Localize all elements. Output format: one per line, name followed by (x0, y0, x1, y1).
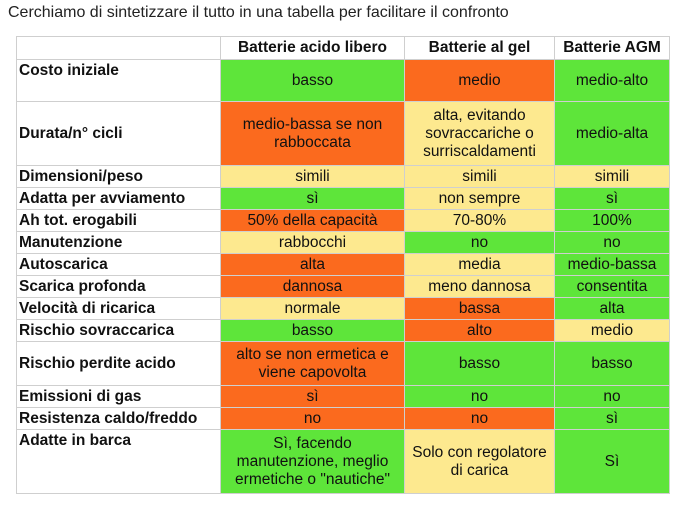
value-cell: alta (554, 297, 670, 320)
table-row: Resistenza caldo/freddo no no sì (16, 407, 670, 430)
value-cell: basso (404, 341, 555, 386)
table-row: Costo iniziale basso medio medio-alto (16, 59, 670, 102)
value-cell: no (404, 407, 555, 430)
value-cell: dannosa (220, 275, 405, 298)
value-cell: no (554, 385, 670, 408)
header-corner (16, 36, 221, 60)
table-row: Ah tot. erogabili 50% della capacità 70-80… (16, 209, 670, 232)
value-cell: medio-bassa (554, 253, 670, 276)
value-cell: 50% della capacità (220, 209, 405, 232)
table-row: Durata/n° cicli medio-bassa se non rabboc… (16, 101, 670, 166)
feature-label: Manutenzione (16, 231, 221, 254)
value-cell: medio-alto (554, 59, 670, 102)
value-cell: media (404, 253, 555, 276)
feature-label: Rischio sovraccarica (16, 319, 221, 342)
value-cell: no (404, 231, 555, 254)
value-cell: medio-bassa se non rabboccata (220, 101, 405, 166)
value-cell: no (554, 231, 670, 254)
feature-label: Scarica profonda (16, 275, 221, 298)
value-cell: medio (404, 59, 555, 102)
value-cell: basso (220, 319, 405, 342)
value-cell: bassa (404, 297, 555, 320)
value-cell: alta, evitando sovraccariche o surriscal… (404, 101, 555, 166)
comparison-table: Batterie acido libero Batterie al gel Ba… (16, 36, 670, 494)
table-row: Manutenzione rabbocchi no no (16, 231, 670, 254)
feature-label: Costo iniziale (16, 59, 221, 102)
feature-label: Ah tot. erogabili (16, 209, 221, 232)
value-cell: no (404, 385, 555, 408)
intro-text: Cerchiamo di sintetizzare il tutto in un… (8, 4, 509, 21)
value-cell: normale (220, 297, 405, 320)
value-cell: rabbocchi (220, 231, 405, 254)
feature-label: Durata/n° cicli (16, 101, 221, 166)
value-cell: basso (554, 341, 670, 386)
feature-label: Dimensioni/peso (16, 165, 221, 188)
table-row: Autoscarica alta media medio-bassa (16, 253, 670, 276)
header-acido-libero: Batterie acido libero (220, 36, 405, 60)
feature-label: Autoscarica (16, 253, 221, 276)
value-cell: consentita (554, 275, 670, 298)
table-row: Dimensioni/peso simili simili simili (16, 165, 670, 188)
value-cell: medio-alta (554, 101, 670, 166)
value-cell: sì (554, 407, 670, 430)
table-body: Costo iniziale basso medio medio-alto Durata… (16, 59, 670, 494)
feature-label: Resistenza caldo/freddo (16, 407, 221, 430)
value-cell: 100% (554, 209, 670, 232)
value-cell: meno dannosa (404, 275, 555, 298)
feature-label: Adatte in barca (16, 429, 221, 494)
value-cell: medio (554, 319, 670, 342)
header-row: Batterie acido libero Batterie al gel Ba… (16, 36, 670, 60)
table-row: Velocità di ricarica normale bassa alta (16, 297, 670, 320)
feature-label: Rischio perdite acido (16, 341, 221, 386)
value-cell: sì (220, 385, 405, 408)
table-row: Rischio sovraccarica basso alto medio (16, 319, 670, 342)
value-cell: simili (404, 165, 555, 188)
value-cell: basso (220, 59, 405, 102)
table-row: Emissioni di gas sì no no (16, 385, 670, 408)
value-cell: alto (404, 319, 555, 342)
table-row: Rischio perdite acido alto se non ermetic… (16, 341, 670, 386)
feature-label: Adatta per avviamento (16, 187, 221, 210)
header-gel: Batterie al gel (404, 36, 555, 60)
value-cell: sì (554, 187, 670, 210)
value-cell: alto se non ermetica e viene capovolta (220, 341, 405, 386)
value-cell: Solo con regolatore di carica (404, 429, 555, 494)
value-cell: no (220, 407, 405, 430)
value-cell: Sì, facendo manutenzione, meglio ermetic… (220, 429, 405, 494)
value-cell: simili (220, 165, 405, 188)
value-cell: Sì (554, 429, 670, 494)
table-row: Adatta per avviamento sì non sempre sì (16, 187, 670, 210)
value-cell: non sempre (404, 187, 555, 210)
table-row: Adatte in barca Sì, facendo manutenzione,… (16, 429, 670, 494)
value-cell: sì (220, 187, 405, 210)
feature-label: Velocità di ricarica (16, 297, 221, 320)
feature-label: Emissioni di gas (16, 385, 221, 408)
header-agm: Batterie AGM (554, 36, 670, 60)
value-cell: alta (220, 253, 405, 276)
value-cell: 70-80% (404, 209, 555, 232)
table-row: Scarica profonda dannosa meno dannosa conse… (16, 275, 670, 298)
value-cell: simili (554, 165, 670, 188)
